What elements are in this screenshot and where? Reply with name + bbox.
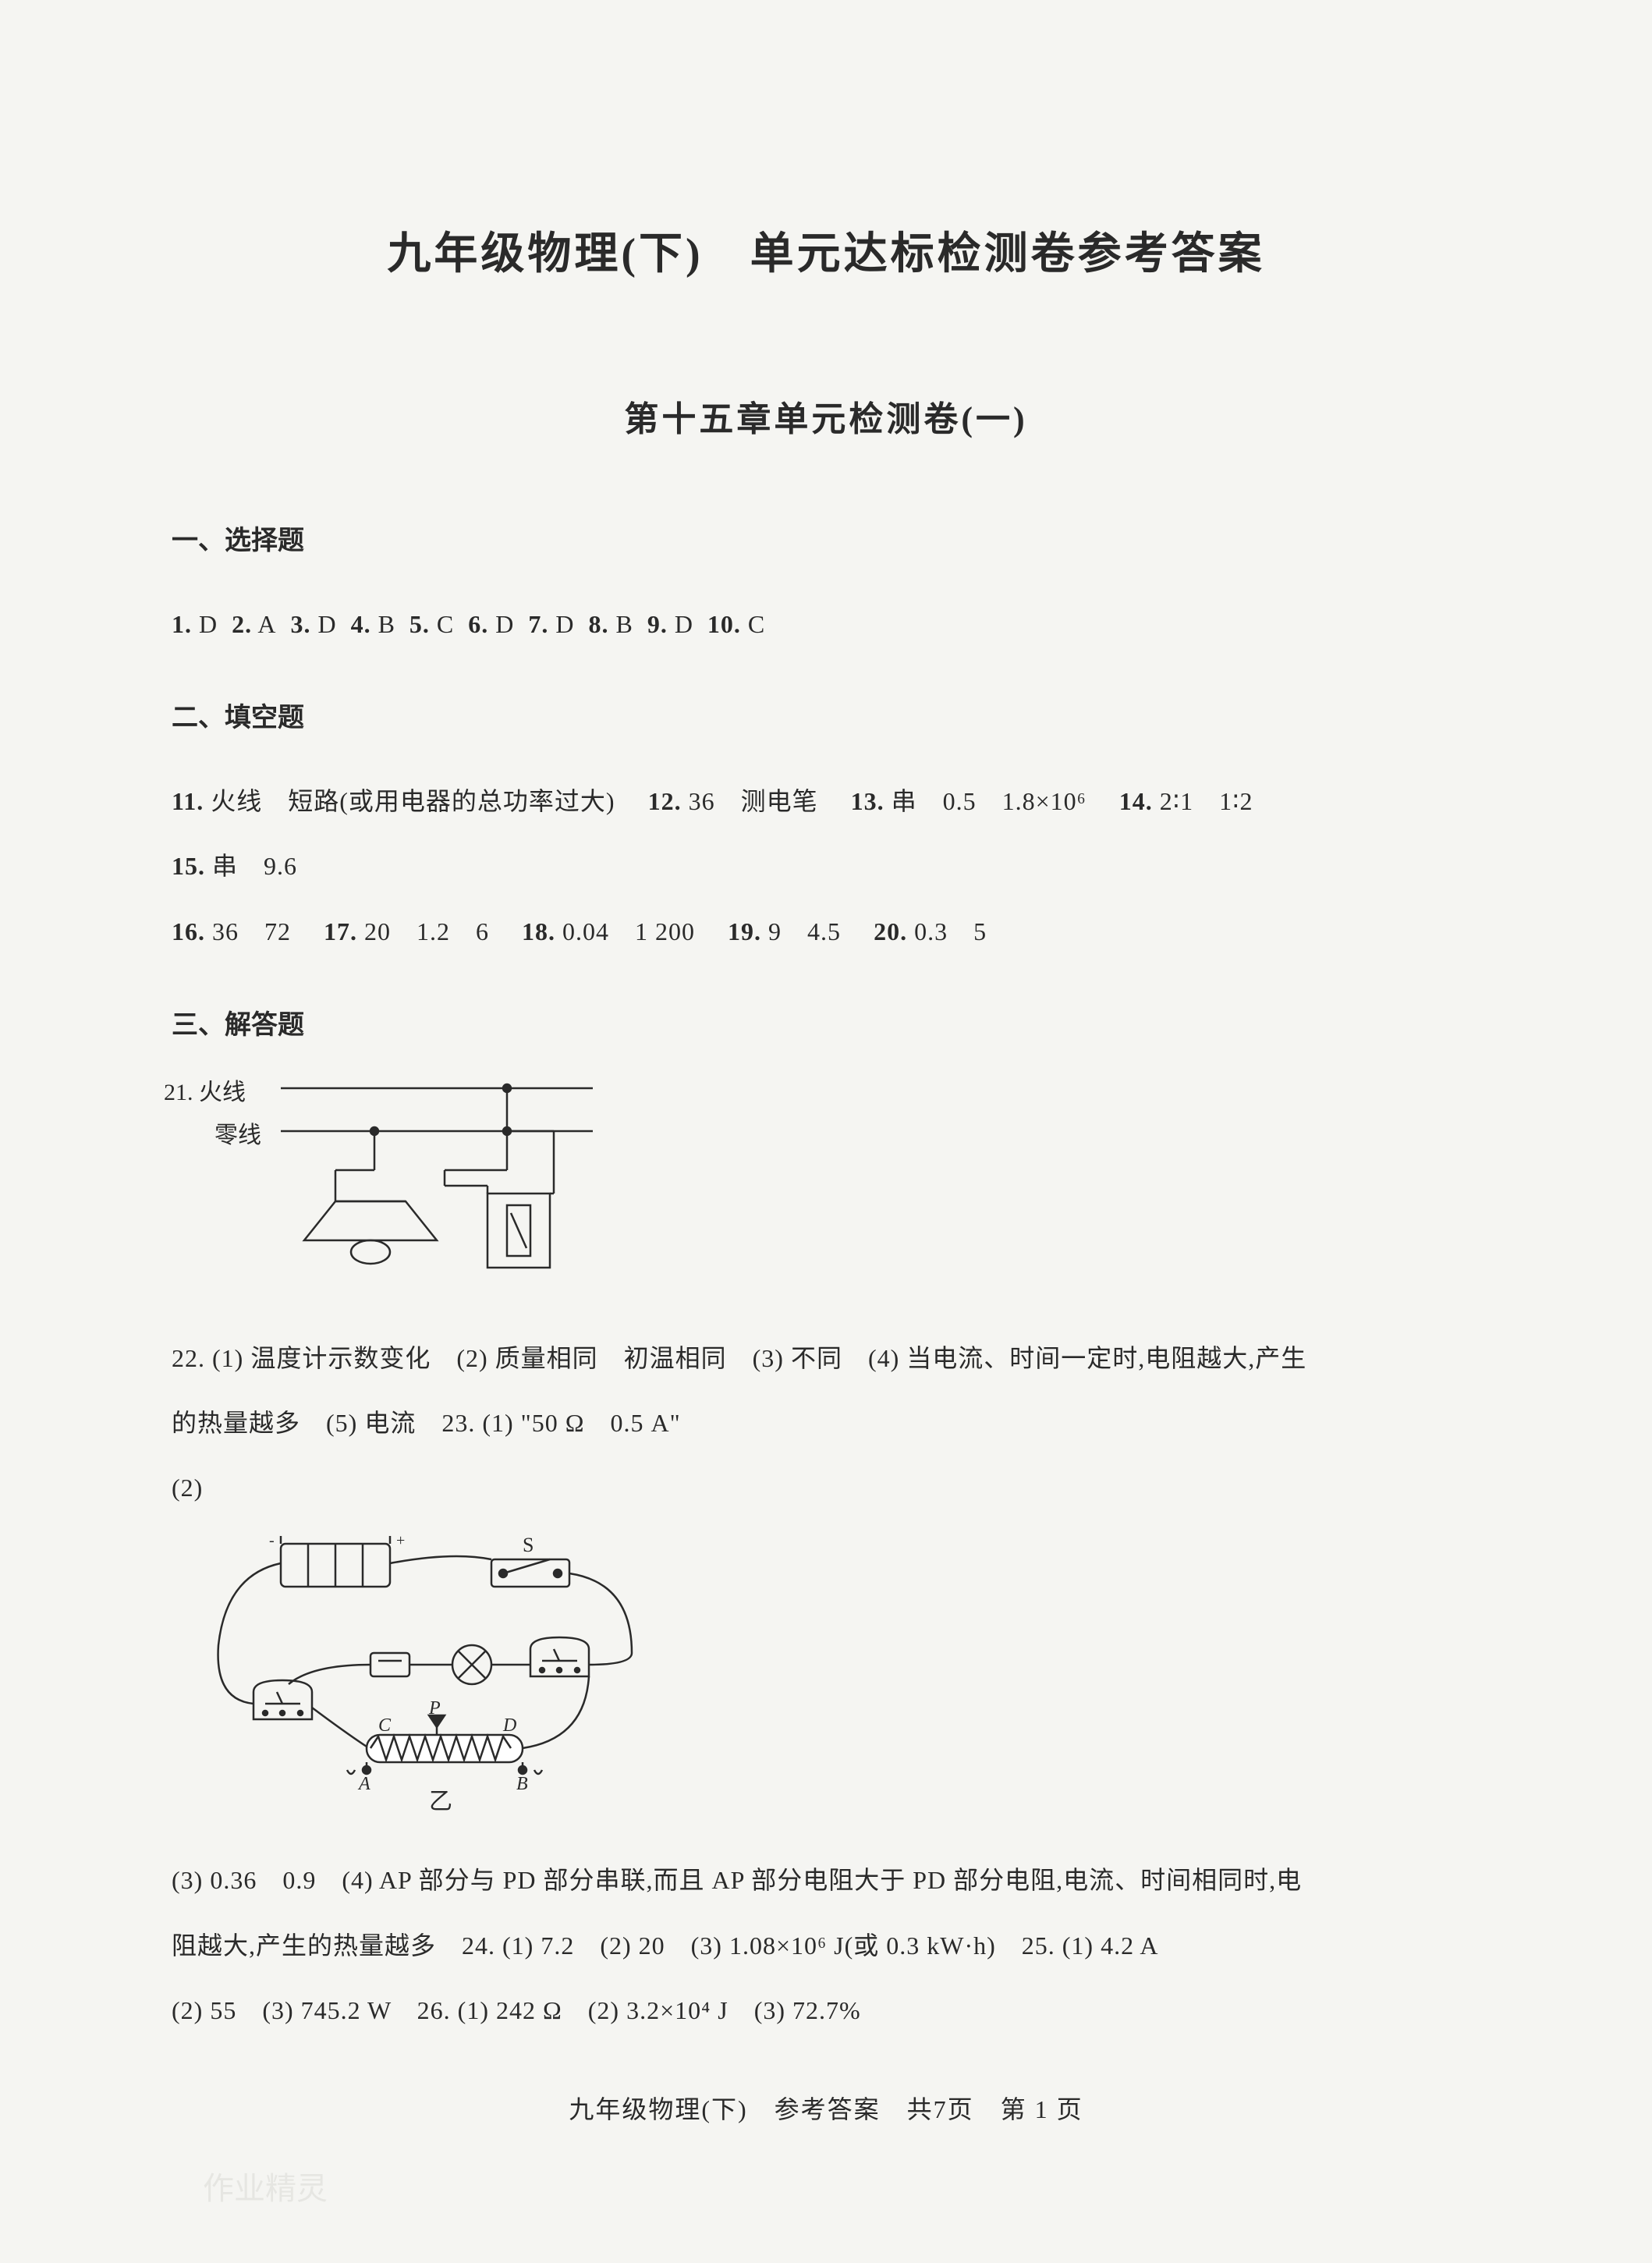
svg-text:B: B [516,1774,528,1794]
q4-ans: B [378,610,395,638]
q14-num: 14. [1119,787,1153,815]
circuit-diagram-21-icon [281,1077,655,1295]
q13-num: 13. [851,787,884,815]
q5-num: 5. [409,610,430,638]
q4-num: 4. [351,610,371,638]
svg-text:D: D [502,1715,516,1736]
q3-ans: D [317,610,336,638]
section1-heading: 一、选择题 [172,519,1480,557]
svg-text:C: C [378,1715,392,1736]
svg-text:-: - [269,1536,275,1549]
q3-num: 3. [290,610,310,638]
q1-ans: D [199,610,218,638]
diagram-q23: - + S [172,1536,1480,1817]
page-footer: 九年级物理(下) 参考答案 共7页 第 1 页 [172,2090,1480,2126]
section2-line2: 15. 串 9.6 [172,834,1480,899]
q23-line5: (2) 55 (3) 745.2 W 26. (1) 242 Ω (2) 3.2… [172,1978,1480,2043]
q7-num: 7. [528,610,548,638]
svg-text:A: A [357,1774,370,1794]
q16-num: 16. [172,917,205,945]
q6-ans: D [495,610,514,638]
q2-ans: A [257,610,276,638]
q21-lingxian: 零线 [214,1116,261,1150]
q22-line2: 的热量越多 (5) 电流 23. (1) "50 Ω 0.5 A" [172,1391,1480,1456]
page-container: 九年级物理(下) 单元达标检测卷参考答案 第十五章单元检测卷(一) 一、选择题 … [0,0,1652,2263]
q8-ans: B [615,610,633,638]
diagram-q21: 21. 火线 零线 [172,1077,1480,1295]
q5-ans: C [437,610,454,638]
circuit-diagram-23-icon: - + S [195,1536,679,1817]
q21-huoxian: 火线 [199,1080,246,1105]
q11-num: 11. [172,787,204,815]
section3-heading: 三、解答题 [172,1003,1480,1041]
q18-num: 18. [522,917,555,945]
q20-num: 20. [874,917,907,945]
q15-num: 15. [172,852,205,880]
sub-title: 第十五章单元检测卷(一) [172,391,1480,441]
q12-num: 12. [648,787,682,815]
q23-part2-label: (2) [172,1456,1480,1520]
section2-heading: 二、填空题 [172,696,1480,734]
q19-num: 19. [728,917,761,945]
section2-line1: 11. 火线 短路(或用电器的总功率过大) 12. 36 测电笔 13. 串 0… [172,769,1480,834]
section1-answers: 1. D 2. A 3. D 4. B 5. C 6. D 7. D 8. B … [172,592,1480,657]
q6-num: 6. [468,610,488,638]
q21-num: 21. [164,1080,193,1105]
q22-line1: 22. (1) 温度计示数变化 (2) 质量相同 初温相同 (3) 不同 (4)… [172,1326,1480,1391]
q9-ans: D [675,610,693,638]
q2-num: 2. [232,610,252,638]
q8-num: 8. [588,610,608,638]
svg-text:乙: 乙 [429,1789,452,1814]
q1-num: 1. [172,610,192,638]
q10-ans: C [748,610,765,638]
q23-line3: (3) 0.36 0.9 (4) AP 部分与 PD 部分串联,而且 AP 部分… [172,1848,1480,1913]
q23-line4: 阻越大,产生的热量越多 24. (1) 7.2 (2) 20 (3) 1.08×… [172,1914,1480,1978]
main-title: 九年级物理(下) 单元达标检测卷参考答案 [172,218,1480,282]
section2-line3: 16. 36 72 17. 20 1.2 6 18. 0.04 1 200 19… [172,899,1480,964]
switch-s-label: S [523,1536,534,1556]
svg-text:+: + [396,1536,405,1549]
q10-num: 10. [707,610,741,638]
q7-ans: D [555,610,574,638]
svg-text:P: P [428,1698,441,1719]
q17-num: 17. [324,917,357,945]
q9-num: 9. [647,610,668,638]
